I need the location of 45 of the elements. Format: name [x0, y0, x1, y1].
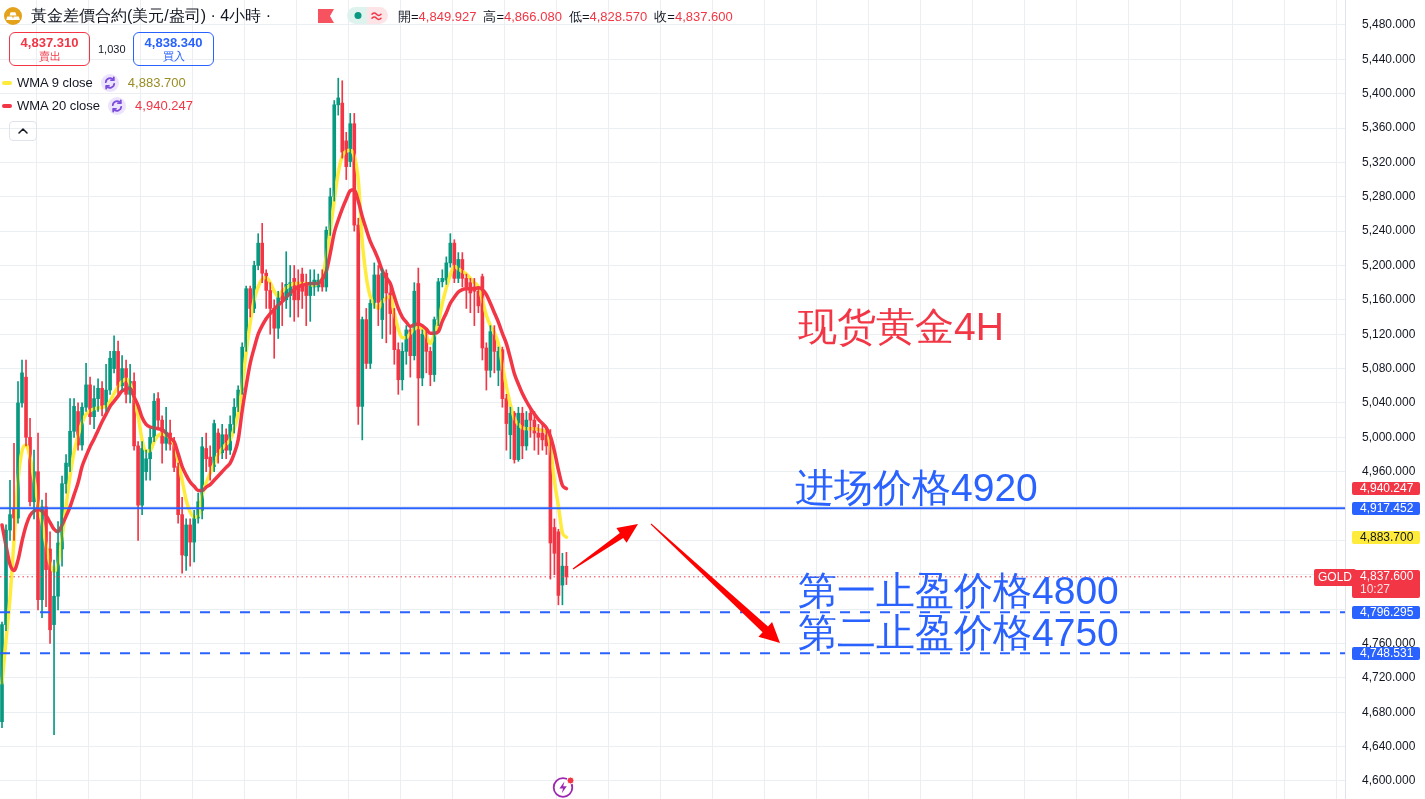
y-tick-label: 4,640.000: [1362, 738, 1416, 753]
annotation: GOLD: [1314, 568, 1357, 586]
annotation: 高=4,866.080: [483, 9, 562, 24]
annotation: 賣出: [38, 50, 61, 63]
annotation: 第一止盈价格4800: [798, 569, 1119, 613]
y-tick-label: 5,400.000: [1362, 85, 1416, 100]
y-tick-label: 4,720.000: [1362, 670, 1416, 685]
annotation: 1,030: [98, 42, 126, 56]
chart-title: 黃金差價合約(美元/盎司) · 4小時 ·: [31, 6, 271, 26]
legend-label: WMA 20 close: [17, 98, 101, 115]
text: 10:27: [1360, 582, 1392, 597]
y-tick-label: 5,160.000: [1362, 292, 1416, 307]
annotation: 现货黄金4H: [798, 305, 1004, 349]
text: 4,883.700: [1352, 529, 1420, 544]
y-tick-label: 5,280.000: [1362, 189, 1416, 204]
annotation: 低=4,828.570: [568, 9, 648, 24]
y-tick-label: 4,600.000: [1362, 773, 1416, 788]
annotation: 进场价格4920: [795, 466, 1038, 510]
y-tick-label: 5,200.000: [1362, 257, 1416, 272]
y-tick-label: 5,240.000: [1362, 223, 1416, 238]
y-tick-label: 5,000.000: [1362, 429, 1416, 444]
y-tick-label: 5,480.000: [1362, 17, 1416, 32]
y-tick-label: 4,680.000: [1362, 704, 1416, 719]
y-tick-label: 5,080.000: [1362, 360, 1416, 375]
annotation: 買入: [162, 50, 185, 63]
y-tick-label: 5,360.000: [1362, 120, 1416, 135]
annotation: 開=4,849.927: [398, 9, 477, 24]
annotation: 4,838.340: [144, 35, 203, 50]
y-tick-label: 5,040.000: [1362, 395, 1416, 410]
ref-line-label: 4,796.295: [1360, 604, 1415, 619]
y-tick-label: 5,440.000: [1362, 51, 1416, 66]
annotation: 4,940.247: [135, 98, 193, 115]
annotation: 第二止盈价格4750: [798, 611, 1119, 655]
legend-label: WMA 9 close: [17, 74, 93, 91]
sell-button: 4,837.310 賣出: [9, 32, 90, 66]
y-tick-label: 5,120.000: [1362, 326, 1416, 341]
ref-line-label: 4,837.600: [1360, 569, 1415, 584]
ref-line-label: 4,917.452: [1360, 500, 1415, 515]
annotation: 收=4,837.600: [654, 9, 733, 24]
buy-button: 4,838.340 買入: [133, 32, 214, 66]
annotation: 4,837.310: [20, 35, 79, 50]
annotation: 4,883.700: [127, 74, 186, 91]
y-tick-label: 5,320.000: [1362, 154, 1416, 169]
y-tick-label: 4,960.000: [1362, 463, 1416, 478]
text: 4,940.247: [1352, 481, 1420, 496]
